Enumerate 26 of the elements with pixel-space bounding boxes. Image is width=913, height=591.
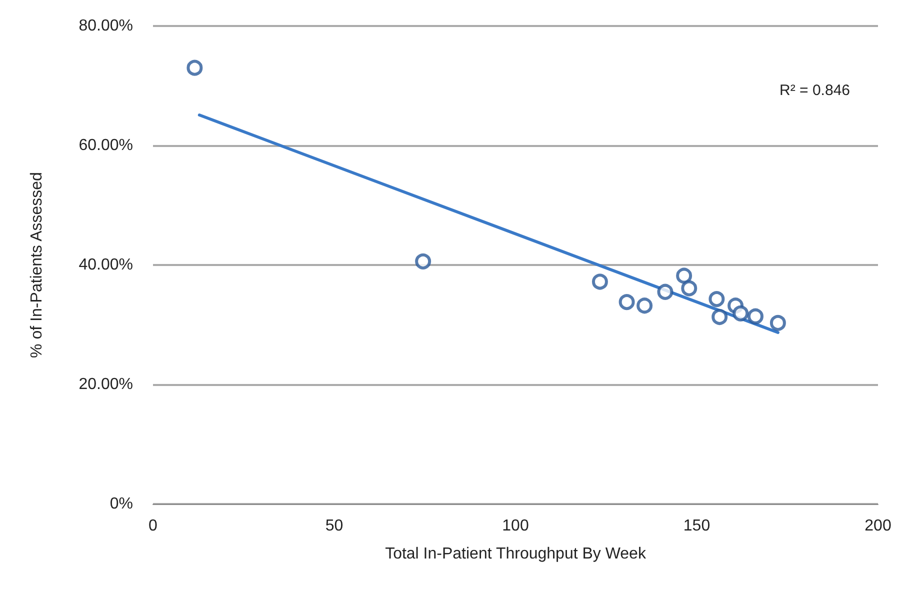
y-axis-title: % of In-Patients Assessed [28, 172, 46, 358]
annotation: R² = 0.846 [780, 82, 850, 99]
x-tick-label: 150 [683, 518, 710, 534]
point [592, 274, 608, 290]
point [657, 284, 674, 300]
y-tick-label: 20.00% [78, 376, 133, 393]
point [770, 314, 786, 331]
point [618, 294, 635, 310]
point [732, 305, 749, 322]
y-tick-label: 80.00% [78, 18, 133, 34]
y-tick-label: 60.00% [78, 137, 133, 154]
x-axis-title: Total In-Patient Throughput By Week [385, 546, 647, 562]
point [186, 60, 203, 76]
point [636, 298, 653, 314]
x-tick-label: 200 [864, 518, 892, 534]
point [712, 308, 728, 325]
y-tick-label: 40.00% [78, 256, 133, 274]
point [681, 280, 698, 296]
x-tick-label: 0 [148, 518, 158, 534]
x-tick-label: 50 [325, 518, 344, 534]
point [676, 268, 692, 284]
y-tick-label: 0% [110, 496, 133, 512]
point [708, 291, 725, 308]
x-tick-label: 100 [502, 518, 529, 534]
point [415, 253, 432, 270]
point [747, 308, 764, 324]
